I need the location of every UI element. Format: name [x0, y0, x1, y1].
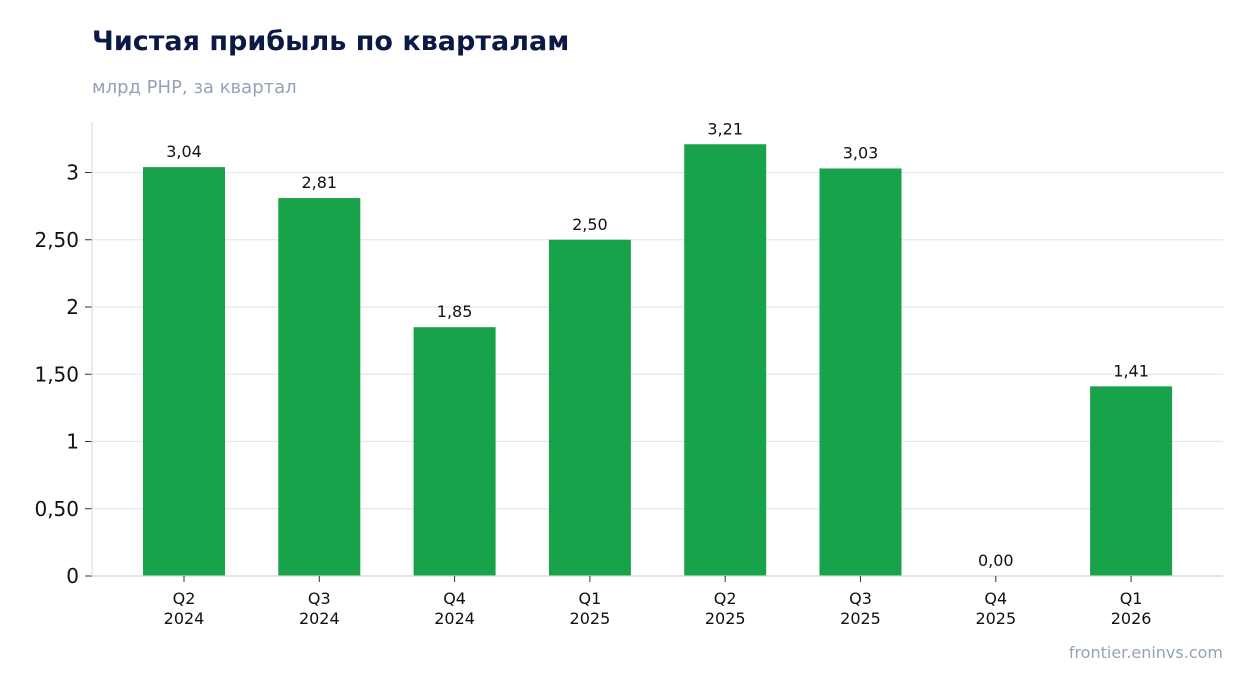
x-tick-label: 2024: [434, 609, 475, 628]
data-label: 2,81: [301, 173, 337, 192]
y-tick-label: 2,50: [34, 228, 79, 252]
y-tick-label: 0: [66, 564, 79, 588]
labels: 00,5011,5022,5033,04Q220242,81Q320241,85…: [34, 119, 1151, 628]
x-tick-label: Q4: [443, 589, 466, 608]
bar: [413, 327, 496, 576]
source-credit: frontier.eninvs.com: [1068, 643, 1223, 662]
x-tick-label: 2024: [164, 609, 205, 628]
chart-title: Чистая прибыль по кварталам: [92, 26, 570, 57]
axes: [85, 122, 1223, 582]
bar: [278, 198, 361, 576]
data-label: 1,41: [1113, 361, 1149, 380]
data-label: 0,00: [978, 551, 1014, 570]
bar: [143, 167, 225, 576]
x-tick-label: Q1: [579, 589, 602, 608]
data-label: 3,03: [843, 143, 879, 162]
data-label: 3,21: [707, 119, 743, 138]
x-tick-label: 2024: [299, 609, 340, 628]
bars: [143, 144, 1173, 576]
x-tick-label: 2025: [840, 609, 881, 628]
bar: [819, 168, 902, 576]
x-tick-label: 2025: [570, 609, 611, 628]
x-tick-label: Q2: [173, 589, 196, 608]
y-tick-label: 2: [66, 295, 79, 319]
x-tick-label: 2025: [975, 609, 1016, 628]
x-tick-label: Q1: [1120, 589, 1143, 608]
x-tick-label: 2025: [705, 609, 746, 628]
bar: [548, 239, 631, 576]
data-label: 1,85: [437, 302, 473, 321]
bar: [684, 144, 767, 576]
y-tick-label: 1,50: [34, 362, 79, 386]
data-label: 2,50: [572, 215, 608, 234]
x-tick-label: Q3: [308, 589, 331, 608]
x-tick-label: 2026: [1111, 609, 1152, 628]
y-tick-label: 1: [66, 430, 79, 454]
gridlines: [92, 171, 1223, 510]
x-tick-label: Q3: [849, 589, 872, 608]
data-label: 3,04: [166, 142, 202, 161]
chart-subtitle: млрд РНР, за квартал: [92, 77, 297, 98]
y-tick-label: 3: [66, 161, 79, 185]
bar: [1090, 386, 1173, 576]
y-tick-label: 0,50: [34, 497, 79, 521]
x-tick-label: Q4: [984, 589, 1007, 608]
x-tick-label: Q2: [714, 589, 737, 608]
